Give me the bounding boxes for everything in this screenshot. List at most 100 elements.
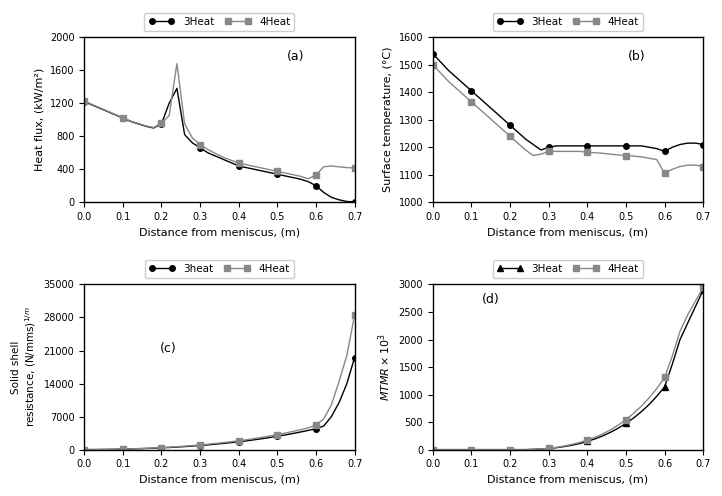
4Heat	[126, 118, 135, 124]
4Heat	[583, 437, 591, 443]
3Heat	[614, 425, 622, 431]
3Heat	[645, 401, 653, 407]
4Heat	[513, 446, 522, 452]
4Heat	[149, 124, 158, 130]
4Heat	[676, 164, 684, 170]
4Heat	[212, 440, 220, 446]
4Heat	[165, 113, 173, 119]
4Heat	[118, 115, 127, 121]
3Heat	[428, 51, 437, 57]
3Heat	[660, 148, 669, 154]
4Heat	[436, 446, 445, 452]
3Heat	[196, 145, 204, 151]
4Heat	[505, 133, 514, 139]
4Heat	[591, 150, 599, 156]
4Heat	[227, 439, 235, 445]
4Heat	[173, 61, 181, 66]
3Heat	[319, 189, 328, 195]
3heat	[319, 423, 328, 429]
3Heat	[552, 445, 561, 451]
4Heat	[110, 446, 119, 452]
3Heat	[467, 88, 476, 94]
3Heat	[312, 183, 321, 189]
4Heat	[335, 378, 344, 384]
4Heat	[475, 446, 484, 452]
4Heat	[552, 148, 561, 154]
3Heat	[467, 446, 476, 452]
3heat	[196, 442, 204, 448]
3Heat	[436, 446, 445, 452]
Line: 3Heat: 3Heat	[430, 51, 706, 154]
3heat	[95, 446, 104, 452]
4Heat	[630, 410, 638, 416]
4Heat	[699, 284, 708, 290]
3Heat	[281, 173, 290, 179]
3heat	[134, 446, 143, 452]
3Heat	[436, 59, 445, 65]
4Heat	[126, 446, 135, 452]
3Heat	[80, 99, 89, 105]
4Heat	[312, 422, 321, 428]
4Heat	[265, 167, 274, 173]
3Heat	[567, 143, 576, 149]
4Heat	[660, 171, 669, 177]
4Heat	[513, 140, 522, 146]
3Heat	[335, 197, 344, 203]
3Heat	[699, 287, 708, 293]
4Heat	[173, 444, 181, 450]
Text: (a): (a)	[287, 51, 305, 63]
4Heat	[103, 446, 112, 452]
Y-axis label: Heat flux, (kW/m²): Heat flux, (kW/m²)	[35, 68, 44, 171]
3Heat	[250, 166, 258, 172]
3heat	[165, 444, 173, 450]
3Heat	[691, 140, 700, 146]
4Heat	[134, 121, 143, 126]
4Heat	[304, 425, 313, 431]
3Heat	[444, 446, 453, 452]
4Heat	[490, 446, 499, 452]
4Heat	[452, 446, 461, 452]
4Heat	[273, 168, 282, 174]
4Heat	[327, 402, 336, 408]
Text: (d): (d)	[482, 293, 499, 306]
4Heat	[273, 432, 282, 437]
4Heat	[544, 148, 553, 154]
4Heat	[95, 105, 104, 111]
3Heat	[622, 143, 630, 149]
4Heat	[567, 148, 576, 154]
4Heat	[110, 112, 119, 118]
3Heat	[653, 393, 661, 399]
3Heat	[591, 436, 599, 442]
4Heat	[196, 141, 204, 147]
3Heat	[699, 141, 708, 147]
3Heat	[575, 440, 584, 446]
3heat	[273, 434, 282, 439]
4Heat	[498, 126, 507, 132]
3Heat	[327, 194, 336, 200]
3Heat	[142, 124, 150, 129]
3Heat	[459, 446, 468, 452]
4Heat	[265, 433, 274, 439]
4Heat	[142, 123, 150, 129]
4Heat	[327, 163, 336, 169]
3heat	[103, 446, 112, 452]
4Heat	[219, 154, 227, 160]
3Heat	[560, 443, 568, 449]
4Heat	[296, 173, 305, 179]
4Heat	[637, 403, 645, 409]
3Heat	[452, 446, 461, 452]
3Heat	[653, 146, 661, 152]
3heat	[350, 355, 359, 361]
4Heat	[250, 163, 258, 169]
3heat	[204, 442, 212, 448]
4Heat	[444, 78, 453, 84]
3heat	[142, 445, 150, 451]
4Heat	[684, 162, 692, 168]
Line: 3heat: 3heat	[82, 355, 357, 452]
Line: 3Heat: 3Heat	[430, 287, 706, 452]
3Heat	[529, 141, 538, 147]
3heat	[126, 446, 135, 452]
3Heat	[296, 176, 305, 182]
3heat	[242, 438, 251, 444]
4Heat	[204, 146, 212, 152]
